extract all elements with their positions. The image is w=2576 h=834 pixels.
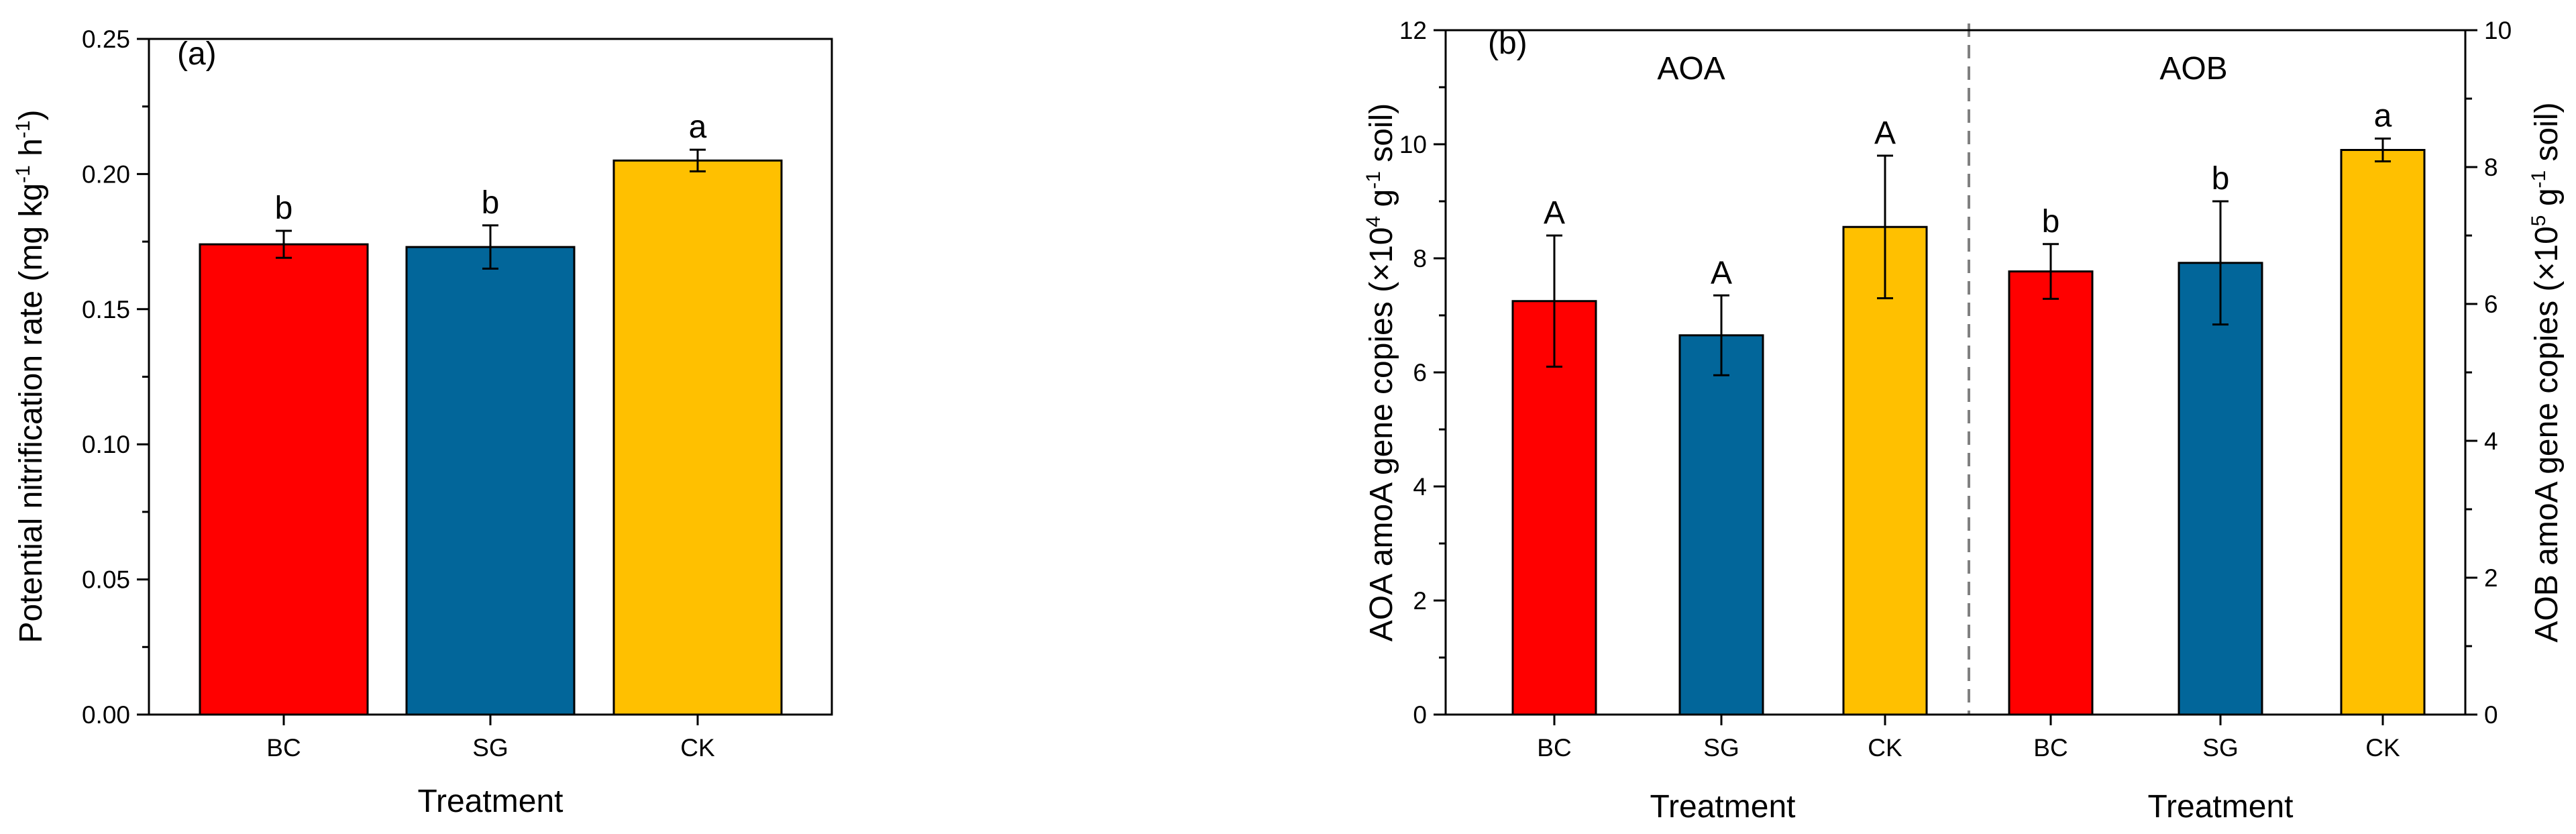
x-tick-label: CK	[680, 734, 715, 762]
x-tick-label: CK	[2365, 734, 2400, 762]
significance-letter: b	[275, 191, 293, 226]
y-tick-label: 12	[1399, 17, 1427, 44]
x-tick-label: SG	[1703, 734, 1739, 762]
right-y-tick-label: 4	[2484, 427, 2498, 455]
group-label-aoa: AOA	[1657, 51, 1725, 87]
bar	[199, 243, 369, 716]
y-tick-label: 8	[1413, 245, 1427, 272]
y-tick-label: 0.15	[82, 296, 130, 323]
x-tick-label: SG	[472, 734, 508, 762]
bar	[1842, 225, 1928, 716]
x-axis-title-a: Treatment	[418, 784, 564, 819]
chart-panel-a: 0.000.050.100.150.200.25 b ba BC SG CK (a) …	[12, 25, 833, 819]
x-axis-categories-b: BC SG CK BC SG CK	[1537, 715, 2400, 762]
panel-label-a: (a)	[177, 36, 217, 72]
significance-letter: a	[2374, 99, 2392, 134]
y-tick-label: 0.20	[82, 160, 130, 188]
y-axis-title-right-b: AOB amoA gene copies (×105 g-1 soil)	[2528, 102, 2565, 642]
significance-letter: A	[1711, 255, 1732, 291]
y-axis-title-a: Potential nitrification rate (mg kg-1 h-…	[12, 109, 49, 643]
y-axis-ticks-left-b: 0 2 4 6 8 10 12	[1399, 17, 1446, 729]
y-tick-label: 6	[1413, 359, 1427, 386]
bar	[612, 159, 783, 716]
y-tick-label: 0.00	[82, 701, 130, 729]
error-bars-a	[276, 148, 706, 270]
y-axis-ticks-a: 0.00 0.05 0.10 0.15 0.20 0.25	[82, 25, 149, 729]
y-tick-label: 0.25	[82, 25, 130, 53]
x-tick-label: SG	[2202, 734, 2238, 762]
y-tick-label: 10	[1399, 131, 1427, 158]
x-tick-label: BC	[266, 734, 301, 762]
significance-letter: b	[2042, 204, 2060, 240]
x-tick-label: CK	[1868, 734, 1902, 762]
significance-letter: b	[2212, 161, 2230, 197]
y-axis-title-left-b: AOA amoA gene copies (×104 g-1 soil)	[1362, 103, 1399, 642]
group-label-aob: AOB	[2159, 51, 2227, 87]
right-y-tick-label: 10	[2484, 17, 2512, 44]
right-y-tick-label: 8	[2484, 154, 2498, 181]
error-bars-b	[1546, 138, 2391, 376]
significance-letter: a	[689, 109, 707, 145]
y-axis-ticks-right-b: 0 2 4 6 8 10	[2465, 17, 2512, 729]
plot-frame-a	[148, 38, 833, 716]
bar	[405, 246, 576, 716]
y-tick-label: 4	[1413, 473, 1427, 501]
x-axis-title-b-aob: Treatment	[2148, 789, 2294, 825]
y-tick-label: 0	[1413, 701, 1427, 729]
significance-letter: A	[1544, 195, 1565, 231]
right-y-tick-label: 0	[2484, 701, 2498, 729]
y-tick-label: 0.10	[82, 431, 130, 458]
panel-label-b: (b)	[1488, 25, 1527, 61]
y-tick-label: 2	[1413, 587, 1427, 615]
right-y-tick-label: 2	[2484, 564, 2498, 592]
right-y-tick-label: 6	[2484, 291, 2498, 318]
bar	[2340, 149, 2426, 716]
plot-frame-b	[1444, 29, 2467, 716]
significance-letter: A	[1874, 115, 1896, 151]
bar	[2008, 270, 2094, 716]
significance-letter: b	[482, 185, 500, 221]
y-tick-label: 0.05	[82, 566, 130, 594]
x-axis-title-b-aoa: Treatment	[1650, 789, 1796, 825]
chart-panel-b: 0 2 4 6 8 10 12 0 2 4 6 8 10 A A Ab b a BC SG CK BC SG CK (b…	[1362, 17, 2565, 825]
x-axis-categories-a: BC SG CK	[266, 715, 715, 762]
bars-a	[199, 159, 783, 716]
x-tick-label: BC	[2033, 734, 2068, 762]
bar	[2178, 262, 2263, 716]
x-tick-label: BC	[1537, 734, 1571, 762]
bar	[1511, 300, 1597, 716]
significance-letters-b: A A Ab b a	[1544, 99, 2392, 291]
significance-letters-a: b b a	[275, 109, 707, 226]
bar	[1678, 334, 1764, 716]
